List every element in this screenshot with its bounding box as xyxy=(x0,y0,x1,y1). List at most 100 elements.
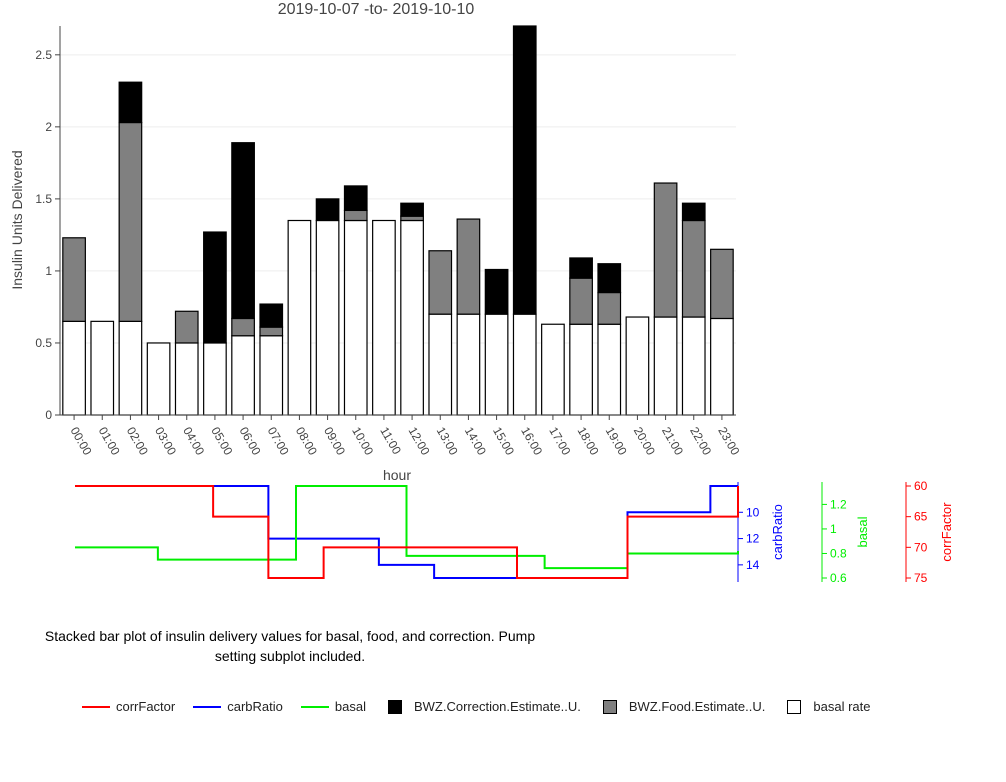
x-tick-label: 17:00 xyxy=(546,425,573,458)
legend-box-swatch xyxy=(602,699,617,714)
bar-segment xyxy=(259,335,284,416)
legend-item: corrFactor xyxy=(82,699,175,714)
legend-item: basal xyxy=(300,699,366,714)
bar-segment xyxy=(343,219,368,416)
y-tick-label: 2.5 xyxy=(35,48,52,62)
legend-label: corrFactor xyxy=(116,699,176,714)
y-tick-label: 1 xyxy=(45,264,52,278)
bar-segment xyxy=(231,317,255,337)
x-tick-label: 07:00 xyxy=(265,425,292,458)
legend-box-swatch xyxy=(387,699,402,714)
bar-segment xyxy=(400,219,424,416)
bar-segment xyxy=(146,342,171,416)
bar-segment xyxy=(118,320,143,416)
x-tick-label: 14:00 xyxy=(462,425,489,458)
bar-segment xyxy=(456,313,481,416)
x-tick-label: 12:00 xyxy=(405,425,432,458)
basal-axis-tick-label: 1 xyxy=(830,522,837,536)
corrFactor-axis-label: corrFactor xyxy=(939,502,954,562)
corrFactor-axis-tick-label: 60 xyxy=(914,479,928,493)
legend: corrFactor carbRatio basal BWZ.Correction.E… xyxy=(82,699,888,714)
carbRatio-axis-tick-label: 10 xyxy=(746,505,760,519)
bar-segment xyxy=(710,317,734,416)
legend-label: basal rate xyxy=(813,699,871,714)
corrFactor-axis-tick-label: 65 xyxy=(914,510,928,524)
bar-segment xyxy=(653,182,678,318)
legend-label: BWZ.Food.Estimate..U. xyxy=(628,699,766,714)
y-axis-label: Insulin Units Delivered xyxy=(9,150,25,289)
bar-segment xyxy=(681,202,706,222)
bar-segment xyxy=(484,268,509,315)
bar-segment xyxy=(118,121,143,322)
y-tick-label: 1.5 xyxy=(35,192,52,206)
bar-segment xyxy=(456,218,481,315)
bar-plot-area: 0 0.5 1 1.5 2 2.5 00:00 01:00 02:00 03:00 04:00 05:… xyxy=(35,25,743,458)
bar-segment xyxy=(259,326,284,337)
bar-segment xyxy=(287,219,312,416)
x-tick-label: 11:00 xyxy=(377,425,404,458)
x-tick-label: 13:00 xyxy=(434,425,461,458)
bar-segment xyxy=(512,25,537,315)
bar-segment xyxy=(174,310,199,344)
legend-line-swatch xyxy=(82,705,110,708)
x-tick-label: 05:00 xyxy=(208,425,235,458)
x-tick-label: 22:00 xyxy=(687,425,714,458)
bar-segment xyxy=(400,202,424,217)
x-tick-label: 06:00 xyxy=(236,425,263,458)
figure-caption: Stacked bar plot of insulin delivery val… xyxy=(44,628,536,664)
y-tick-label: 2 xyxy=(45,120,52,134)
legend-item: BWZ.Correction.Estimate..U. xyxy=(384,699,581,714)
bar-segment xyxy=(569,323,593,416)
bar-segment xyxy=(625,316,650,416)
bar-segment xyxy=(681,219,706,318)
bar-segment xyxy=(203,342,227,416)
bar-segment xyxy=(653,316,678,416)
bar-segment xyxy=(315,198,340,222)
x-tick-label: 19:00 xyxy=(603,425,630,458)
bar-segment xyxy=(315,219,340,416)
bar-segment xyxy=(597,323,622,416)
bar-segment xyxy=(597,291,622,325)
bar-segment xyxy=(541,323,565,416)
x-tick-label: 02:00 xyxy=(124,425,151,458)
bar-segment xyxy=(484,313,509,416)
x-tick-label: 15:00 xyxy=(490,425,517,458)
bar-segment xyxy=(259,303,284,328)
legend-item: BWZ.Food.Estimate..U. xyxy=(599,699,766,714)
insulin-chart: 2019-10-07 -to- 2019-10-10 00.511.522.50… xyxy=(9,1,954,585)
x-tick-label: 04:00 xyxy=(180,425,207,458)
legend-item: carbRatio xyxy=(193,699,283,714)
bar-segment xyxy=(597,263,622,294)
carbRatio-axis-tick-label: 12 xyxy=(746,532,760,546)
bar-segment xyxy=(372,219,396,416)
bar-segment xyxy=(231,142,255,320)
x-tick-label: 10:00 xyxy=(349,425,376,458)
x-tick-label: 16:00 xyxy=(518,425,545,458)
basal-axis-tick-label: 0.6 xyxy=(830,571,847,585)
legend-label: basal xyxy=(334,699,366,714)
bar-segment xyxy=(118,81,143,124)
corrFactor-axis-tick-label: 75 xyxy=(914,571,928,585)
legend-line-swatch xyxy=(193,705,222,708)
x-tick-label: 21:00 xyxy=(659,425,686,458)
bar-segment xyxy=(428,313,453,416)
x-tick-label: 20:00 xyxy=(631,425,658,458)
corrFactor-line xyxy=(75,485,739,579)
bar-segment xyxy=(174,342,199,416)
x-tick-label: 18:00 xyxy=(574,425,601,458)
y-tick-label: 0 xyxy=(45,408,52,422)
basal-axis-label: basal xyxy=(855,516,870,547)
bar-segment xyxy=(710,248,734,320)
bar-segment xyxy=(90,320,115,416)
x-tick-label: 23:00 xyxy=(715,425,742,458)
legend-item: basal rate xyxy=(783,699,870,714)
bar-segment xyxy=(400,215,424,222)
bar-segment xyxy=(343,185,368,212)
x-tick-label: 08:00 xyxy=(293,425,320,458)
legend-line-swatch xyxy=(300,705,329,708)
basal-axis-tick-label: 1.2 xyxy=(830,497,847,511)
legend-box-swatch xyxy=(787,699,802,714)
bar-segment xyxy=(62,320,86,416)
x-tick-label: 03:00 xyxy=(152,425,179,458)
x-tick-label: 00:00 xyxy=(67,425,94,458)
